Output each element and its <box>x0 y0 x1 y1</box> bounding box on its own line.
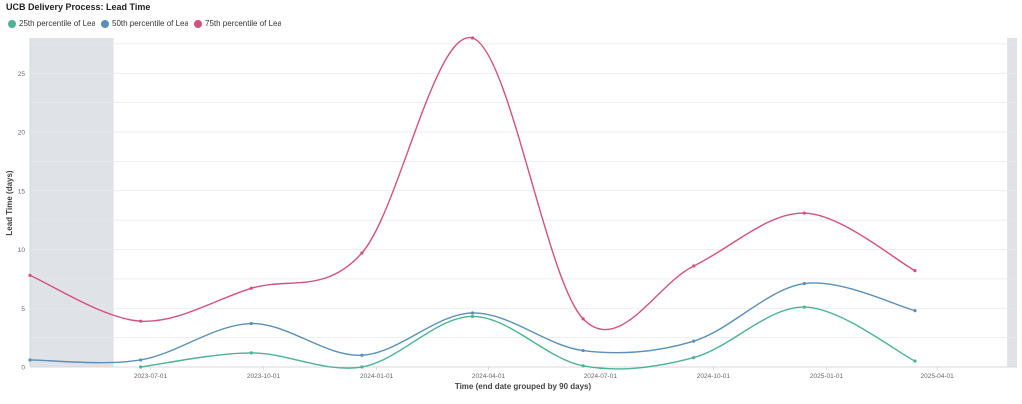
legend: 25th percentile of Lead Time 50th percen… <box>8 19 287 28</box>
data-point-p25-4 <box>470 314 475 319</box>
x-tick-label-2024-01-01: 2024-01-01 <box>360 373 394 380</box>
shaded-range-1 <box>1007 38 1017 367</box>
legend-dot-p25 <box>8 19 16 28</box>
chart-title: UCB Delivery Process: Lead Time <box>6 2 151 12</box>
y-axis-ticks: 0 5 10 15 20 25 <box>18 71 26 372</box>
data-point-p25-3 <box>360 365 364 369</box>
data-point-p25-7 <box>802 305 806 309</box>
data-point-p50-6 <box>692 339 696 343</box>
data-point-p75-2 <box>249 286 253 290</box>
legend-label-p50: 50th percentile of Lead Time <box>112 19 188 28</box>
x-axis-ticks: 2023-07-01 2023-10-01 2024-01-01 2024-04-01… <box>134 367 954 380</box>
y-tick-label-20: 20 <box>18 130 26 137</box>
data-point-p75-4 <box>470 36 475 40</box>
data-point-p75-1 <box>139 319 143 323</box>
data-point-p50-5 <box>581 348 585 353</box>
legend-item-p75[interactable]: 75th percentile of Lead Time <box>194 19 281 28</box>
y-tick-label-0: 0 <box>21 365 25 372</box>
data-point-p75-6 <box>692 264 696 268</box>
data-point-p25-1 <box>139 365 143 369</box>
data-point-p75-0 <box>28 273 32 277</box>
x-tick-label-2023-07-01: 2023-07-01 <box>134 373 168 380</box>
data-point-p25-5 <box>581 364 585 368</box>
series-line-p75 <box>29 37 916 331</box>
x-tick-label-2025-01-01: 2025-01-01 <box>810 373 844 380</box>
series-points <box>28 36 917 369</box>
data-point-p50-7 <box>802 281 806 286</box>
data-point-p75-3 <box>360 251 364 255</box>
y-axis-title: Lead Time (days) <box>5 170 14 236</box>
data-point-p75-7 <box>802 211 806 215</box>
series-line-p50 <box>29 282 916 364</box>
data-point-p75-8 <box>913 269 917 273</box>
y-tick-label-10: 10 <box>18 247 26 254</box>
legend-item-p50[interactable]: 50th percentile of Lead Time <box>101 19 188 28</box>
x-tick-label-2024-10-01: 2024-10-01 <box>697 373 731 380</box>
legend-label-p75: 75th percentile of Lead Time <box>205 19 281 28</box>
data-point-p25-2 <box>249 351 253 355</box>
y-tick-label-25: 25 <box>18 71 26 78</box>
legend-label-p25: 25th percentile of Lead Time <box>19 19 95 28</box>
x-tick-label-2024-07-01: 2024-07-01 <box>584 373 618 380</box>
data-point-p50-2 <box>249 321 253 326</box>
shaded-range-0 <box>30 38 114 367</box>
x-axis-title: Time (end date grouped by 90 days) <box>455 382 592 391</box>
data-point-p50-8 <box>913 309 917 313</box>
series-lines <box>29 37 916 370</box>
legend-dot-p50 <box>101 19 109 28</box>
data-point-p50-0 <box>28 358 32 362</box>
data-point-p25-6 <box>692 356 696 360</box>
data-point-p50-4 <box>470 311 475 315</box>
data-point-p25-8 <box>913 359 917 363</box>
gridlines <box>29 38 1017 368</box>
series-line-p25 <box>140 306 916 370</box>
x-tick-label-2024-04-01: 2024-04-01 <box>472 373 506 380</box>
x-tick-label-2023-10-01: 2023-10-01 <box>247 373 281 380</box>
legend-dot-p75 <box>194 19 202 28</box>
data-point-p75-5 <box>581 317 585 321</box>
data-point-p50-1 <box>139 358 143 362</box>
data-point-p50-3 <box>360 353 364 357</box>
x-tick-label-2025-04-01: 2025-04-01 <box>920 373 954 380</box>
y-tick-label-5: 5 <box>21 306 25 313</box>
y-tick-label-15: 15 <box>18 188 26 195</box>
shaded-ranges <box>30 38 1017 367</box>
legend-item-p25[interactable]: 25th percentile of Lead Time <box>8 19 95 28</box>
